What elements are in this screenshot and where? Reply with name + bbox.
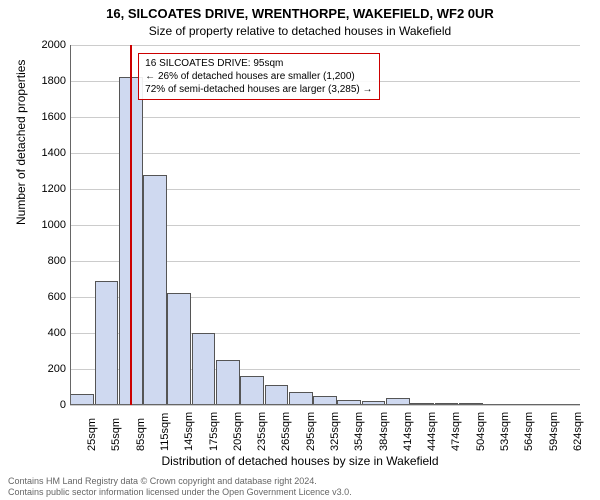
y-tick-label: 600 — [26, 291, 66, 303]
x-tick-label: 205sqm — [232, 412, 244, 451]
histogram-bar — [240, 376, 264, 405]
x-tick-label: 85sqm — [135, 418, 147, 451]
histogram-bar — [192, 333, 216, 405]
y-tick-label: 1600 — [26, 111, 66, 123]
property-info-box: 16 SILCOATES DRIVE: 95sqm← 26% of detach… — [138, 53, 379, 100]
footer-line-1: Contains HM Land Registry data © Crown c… — [8, 476, 352, 487]
x-tick-label: 534sqm — [499, 412, 511, 451]
y-tick-label: 800 — [26, 255, 66, 267]
x-tick-label: 624sqm — [572, 412, 584, 451]
x-tick-label: 414sqm — [402, 412, 414, 451]
x-tick-label: 115sqm — [159, 413, 171, 451]
x-tick-label: 295sqm — [305, 412, 317, 451]
x-axis-label: Distribution of detached houses by size … — [0, 454, 600, 468]
histogram-bar — [167, 293, 191, 405]
x-tick-label: 594sqm — [548, 412, 560, 451]
y-tick-label: 1000 — [26, 219, 66, 231]
x-tick-label: 175sqm — [208, 412, 220, 451]
y-tick-label: 2000 — [26, 39, 66, 51]
info-line-1: 16 SILCOATES DRIVE: 95sqm — [145, 57, 372, 70]
y-tick-label: 1200 — [26, 183, 66, 195]
y-tick-label: 0 — [26, 399, 66, 411]
histogram-bar — [95, 281, 119, 405]
x-tick-label: 504sqm — [475, 412, 487, 451]
y-tick-label: 1400 — [26, 147, 66, 159]
property-size-chart: 16, SILCOATES DRIVE, WRENTHORPE, WAKEFIE… — [0, 0, 600, 500]
x-tick-label: 25sqm — [86, 418, 98, 451]
y-tick-label: 1800 — [26, 75, 66, 87]
chart-title: 16, SILCOATES DRIVE, WRENTHORPE, WAKEFIE… — [0, 6, 600, 21]
x-tick-label: 474sqm — [450, 412, 462, 451]
histogram-bar — [265, 385, 289, 405]
x-tick-label: 384sqm — [378, 412, 390, 451]
x-axis — [70, 404, 580, 405]
x-tick-label: 55sqm — [110, 418, 122, 451]
grid-line — [70, 153, 580, 154]
x-tick-label: 145sqm — [183, 412, 195, 451]
grid-line — [70, 117, 580, 118]
info-line-2: ← 26% of detached houses are smaller (1,… — [145, 70, 372, 83]
y-tick-label: 200 — [26, 363, 66, 375]
x-tick-label: 325sqm — [329, 412, 341, 451]
plot-area: 16 SILCOATES DRIVE: 95sqm← 26% of detach… — [70, 45, 580, 405]
x-tick-label: 444sqm — [426, 412, 438, 451]
y-axis — [70, 45, 71, 405]
property-marker-line — [130, 45, 132, 405]
footer-line-2: Contains public sector information licen… — [8, 487, 352, 498]
histogram-bar — [216, 360, 240, 405]
grid-line — [70, 405, 580, 406]
histogram-bar — [143, 175, 167, 405]
chart-subtitle: Size of property relative to detached ho… — [0, 24, 600, 38]
y-tick-label: 400 — [26, 327, 66, 339]
footer-attribution: Contains HM Land Registry data © Crown c… — [8, 476, 352, 498]
x-tick-label: 265sqm — [280, 412, 292, 451]
x-tick-label: 564sqm — [523, 412, 535, 451]
grid-line — [70, 45, 580, 46]
x-tick-label: 354sqm — [353, 412, 365, 451]
x-tick-label: 235sqm — [256, 412, 268, 451]
info-line-3: 72% of semi-detached houses are larger (… — [145, 83, 372, 96]
